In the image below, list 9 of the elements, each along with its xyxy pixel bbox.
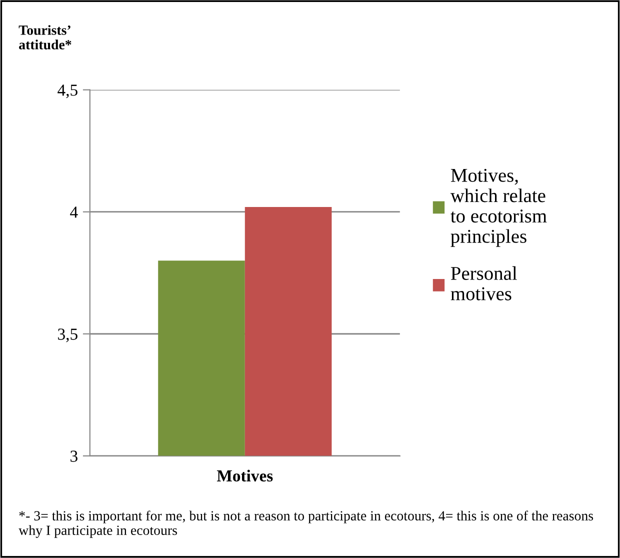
y-tick-label: 3 bbox=[70, 450, 78, 462]
legend-label: Motives, which relate to ecotorism principles bbox=[450, 168, 547, 247]
x-tick-label: Motives bbox=[216, 470, 273, 482]
y-tick-label: 3,5 bbox=[58, 328, 78, 342]
y-axis-title: Tourists’ attitude* bbox=[18, 25, 72, 50]
legend-label: Personal motives bbox=[450, 266, 517, 300]
text: *- 3= this is important for me, but is not a reason to participate in ecotours, 4= this is one of the reasons why I participate in ecotours bbox=[18, 510, 594, 538]
y-tick-label: 4 bbox=[70, 206, 78, 218]
y-tick-label: 4,5 bbox=[58, 84, 78, 98]
